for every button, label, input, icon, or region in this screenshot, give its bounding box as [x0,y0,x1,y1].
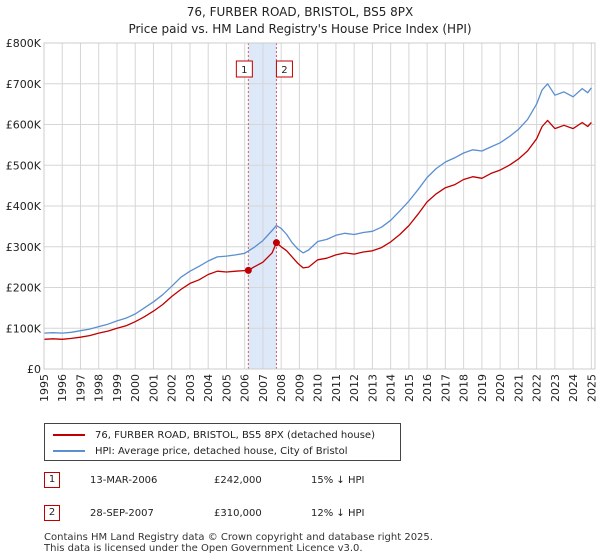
footer-line-2: This data is licensed under the Open Gov… [44,543,363,554]
x-tick-label: 2002 [166,374,179,402]
x-tick-label: 2010 [312,374,325,402]
plot-border [43,42,596,370]
x-tick-label: 2024 [567,374,580,402]
legend-item-property: 76, FURBER ROAD, BRISTOL, BS5 8PX (detac… [53,427,375,443]
sale-hpi-diff: 15% ↓ HPI [311,475,365,486]
sale-price: £242,000 [214,475,262,486]
x-tick-label: 1995 [38,374,51,402]
x-tick-label: 2003 [184,374,197,402]
x-tick-label: 2005 [220,374,233,402]
table-row: 1 13-MAR-2006 £242,000 15% ↓ HPI [44,472,464,492]
x-tick-label: 2012 [348,374,361,402]
x-tick-label: 2017 [439,374,452,402]
x-tick-label: 2011 [330,374,343,402]
y-tick-label: £200K [6,282,42,295]
sale-price: £310,000 [214,508,262,519]
legend-swatch-property [53,434,85,436]
chart-subtitle: Price paid vs. HM Land Registry's House … [128,22,472,36]
x-tick-label: 2006 [239,374,252,402]
x-tick-label: 2001 [147,374,160,402]
chart-legend: 76, FURBER ROAD, BRISTOL, BS5 8PX (detac… [44,423,401,461]
x-tick-label: 2025 [585,374,598,402]
sale-point [272,239,280,247]
x-tick-label: 2023 [549,374,562,402]
x-tick-label: 2022 [531,374,544,402]
property-price-line [43,119,592,340]
x-tick-label: 2014 [385,374,398,402]
x-tick-label: 2000 [129,374,142,402]
footer-line-1: Contains HM Land Registry data © Crown c… [44,532,433,543]
sale-date: 13-MAR-2006 [90,475,158,486]
x-tick-label: 2021 [512,374,525,402]
hpi-line [43,83,592,334]
sale-hpi-diff: 12% ↓ HPI [311,508,365,519]
sale-date: 28-SEP-2007 [90,508,154,519]
y-tick-label: £300K [6,241,42,254]
y-tick-label: £400K [6,200,42,213]
chart-title: 76, FURBER ROAD, BRISTOL, BS5 8PX [186,5,414,19]
x-tick-label: 1996 [56,374,69,402]
footer-attribution: Contains HM Land Registry data © Crown c… [44,532,433,554]
x-tick-label: 2020 [494,374,507,402]
sale-badge: 2 [44,505,60,521]
sale-badge-label: 1 [241,65,247,76]
x-tick-label: 2015 [403,374,416,402]
legend-swatch-hpi [53,450,85,452]
x-tick-label: 1998 [93,374,106,402]
x-tick-label: 2009 [293,374,306,402]
sale-badge: 1 [44,472,60,488]
y-tick-label: £500K [6,159,42,172]
x-tick-label: 2018 [458,374,471,402]
x-tick-label: 2007 [257,374,270,402]
x-tick-label: 2013 [366,374,379,402]
legend-item-hpi: HPI: Average price, detached house, City… [53,443,348,459]
x-tick-label: 2019 [476,374,489,402]
x-tick-label: 1999 [111,374,124,402]
y-tick-label: £600K [6,119,42,132]
y-tick-label: £0 [27,363,41,376]
legend-label-property: 76, FURBER ROAD, BRISTOL, BS5 8PX (detac… [95,429,375,441]
sale-point [244,266,252,274]
y-tick-label: £100K [6,322,42,335]
sale-badge-label: 2 [281,65,287,76]
price-chart: £0 £100K £200K £300K £400K £500K £600K £700K £80… [6,37,599,402]
sale-badge-box [275,60,293,78]
x-tick-label: 2016 [421,374,434,402]
x-tick-label: 1997 [74,374,87,402]
x-tick-label: 2008 [275,374,288,402]
sale-badge-box [235,60,253,78]
y-tick-label: £800K [6,37,42,50]
table-row: 2 28-SEP-2007 £310,000 12% ↓ HPI [44,505,464,525]
x-tick-label: 2004 [202,374,215,402]
legend-label-hpi: HPI: Average price, detached house, City… [95,445,348,457]
y-tick-label: £700K [6,78,42,91]
